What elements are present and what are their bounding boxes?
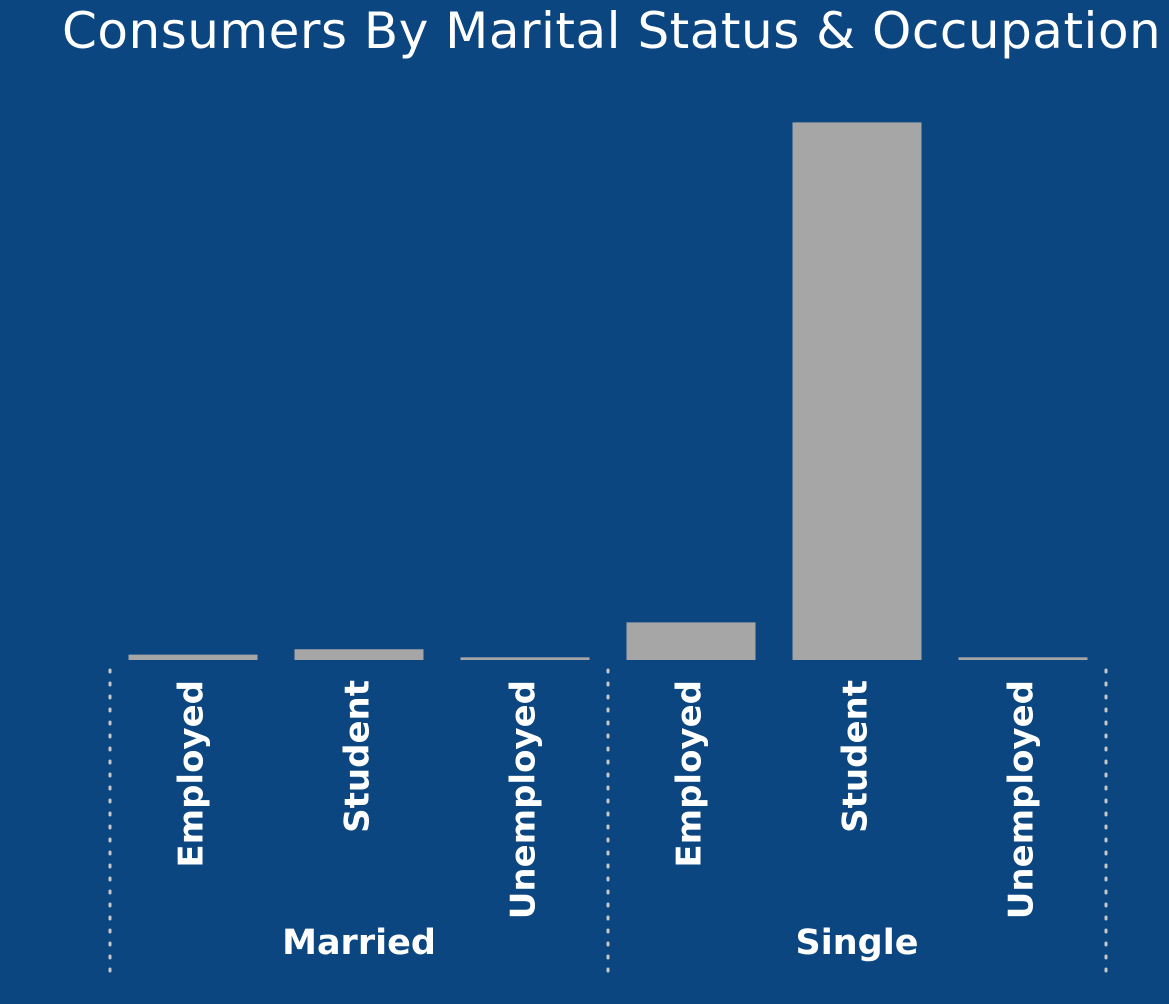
bar-married-unemployed bbox=[460, 657, 590, 660]
tick-label-single-employed: Employed bbox=[670, 680, 710, 868]
bar-single-employed bbox=[626, 622, 756, 660]
bar-single-unemployed bbox=[958, 657, 1088, 660]
bars bbox=[128, 122, 1088, 661]
group-label-single: Single bbox=[796, 923, 919, 963]
tick-label-single-student: Student bbox=[836, 680, 876, 833]
tick-label-married-unemployed: Unemployed bbox=[504, 680, 544, 919]
bar-married-employed bbox=[128, 654, 258, 660]
group-labels: Married Single bbox=[282, 923, 918, 963]
group-label-married: Married bbox=[282, 923, 436, 963]
bar-single-student bbox=[792, 122, 922, 661]
tick-label-married-employed: Employed bbox=[172, 680, 212, 868]
bar-married-student bbox=[294, 649, 424, 660]
tick-label-single-unemployed: Unemployed bbox=[1002, 680, 1042, 919]
chart-title: Consumers By Marital Status & Occupation bbox=[62, 2, 1162, 60]
group-separators bbox=[108, 668, 1108, 974]
category-tick-labels: Employed Student Unemployed Employed Student… bbox=[172, 680, 1042, 919]
tick-label-married-student: Student bbox=[338, 680, 378, 833]
